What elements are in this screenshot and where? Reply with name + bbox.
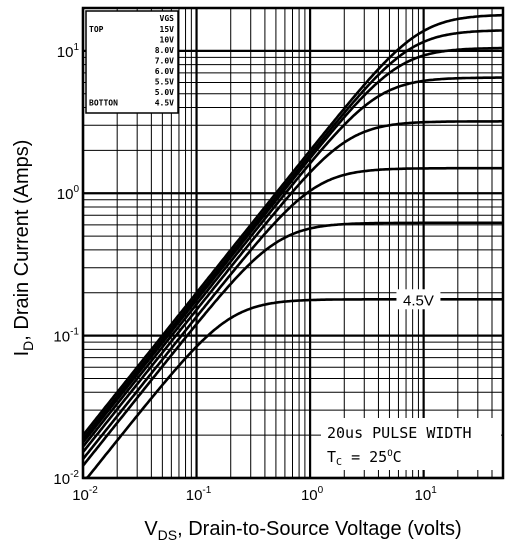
legend-background [85, 10, 179, 114]
x-tick-label: 101 [415, 485, 438, 504]
y-label-sub: D [20, 341, 36, 351]
y-axis-label: ID, Drain Current (Amps) [11, 140, 36, 357]
legend-top-label: TOP [89, 25, 104, 34]
x-tick-label: 10-1 [186, 485, 212, 504]
legend-entry: 10V [160, 36, 175, 45]
legend-entry: 5.0V [155, 88, 174, 97]
curve-label-background [396, 289, 441, 310]
tick-base: 10 [53, 471, 70, 488]
y-tick-label: 10-1 [53, 327, 79, 346]
temp-degree: O [387, 449, 392, 459]
x-tick-label: 100 [301, 485, 324, 504]
tick-base: 10 [72, 487, 89, 504]
temp-symbol: T [327, 448, 336, 466]
tick-exponent: -2 [70, 469, 79, 480]
conditions-background [321, 418, 501, 470]
legend-entry: 15V [160, 25, 175, 34]
plot-frame [81, 6, 505, 480]
tick-exponent: 1 [73, 42, 79, 53]
series-curve-6.0V [83, 120, 503, 454]
tick-exponent: 0 [318, 485, 324, 496]
x-tick-label: 10-2 [72, 485, 98, 504]
curve-label-text: 4.5V [403, 292, 434, 309]
series-curve-5.5V [83, 166, 503, 461]
legend-header: VGS [160, 14, 175, 23]
legend-entry: 5.5V [155, 78, 174, 87]
tick-exponent: -1 [202, 485, 211, 496]
legend-entry: 7.0V [155, 57, 174, 66]
x-axis-label: VDS, Drain-to-Source Voltage (volts) [144, 518, 461, 543]
pulse-width-note: 20us PULSE WIDTH [327, 424, 472, 442]
temp-value: = 25 [342, 448, 387, 466]
temp-subscript: C [336, 457, 342, 468]
y-tick-label: 100 [57, 184, 80, 203]
tick-exponent: -1 [70, 327, 79, 338]
series-curve-5.0V [83, 221, 503, 468]
curve-label: 4.5V [396, 289, 441, 310]
x-label-sub: DS [158, 527, 177, 543]
tick-exponent: 1 [431, 485, 437, 496]
legend-entry: 8.0V [155, 46, 174, 55]
y-tick-label: 10-2 [53, 469, 79, 488]
tick-base: 10 [57, 186, 74, 203]
tick-base: 10 [415, 487, 432, 504]
y-tick-label: 101 [57, 42, 80, 61]
conditions-annotation: 20us PULSE WIDTH TC = 25OC [321, 418, 501, 470]
y-label-main: I [11, 351, 33, 357]
tick-base: 10 [57, 44, 74, 61]
tick-base: 10 [53, 329, 70, 346]
legend-bottom-label: BOTTON [89, 99, 118, 108]
legend-entry: 6.0V [155, 67, 174, 76]
tick-exponent: 0 [73, 184, 79, 195]
x-label-main: V [144, 518, 158, 540]
x-label-rest: , Drain-to-Source Voltage (volts) [177, 518, 462, 540]
series-curve-15V [83, 13, 503, 437]
tick-base: 10 [186, 487, 203, 504]
temp-unit: C [393, 448, 402, 466]
series-curve-10V [83, 29, 503, 441]
y-label-rest: , Drain Current (Amps) [11, 140, 33, 341]
series-curve-7.0V [83, 76, 503, 449]
temperature-note: TC = 25OC [327, 448, 402, 468]
tick-base: 10 [301, 487, 318, 504]
tick-exponent: -2 [89, 485, 98, 496]
legend-entry: 4.5V [155, 99, 174, 108]
series-curve-8.0V [83, 46, 503, 444]
